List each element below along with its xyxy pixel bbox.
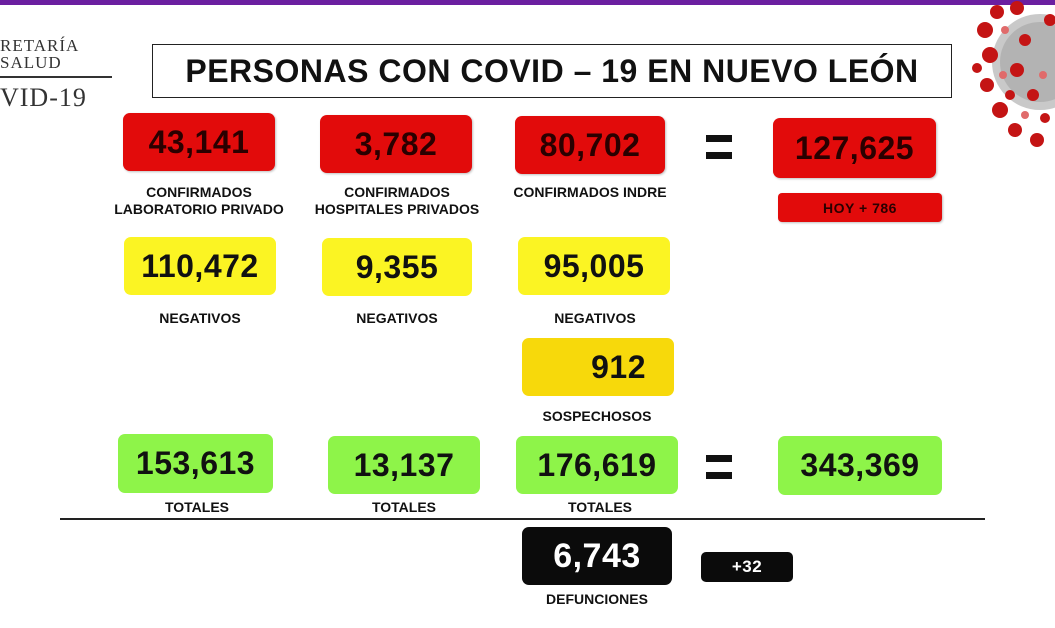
negatives-private-hospitals-value: 9,355 xyxy=(322,238,472,296)
confirmed-private-hospitals-label-line1: CONFIRMADOS xyxy=(344,184,450,200)
confirmed-today-badge: HOY + 786 xyxy=(778,193,942,222)
deaths-label: DEFUNCIONES xyxy=(546,591,648,607)
secretaria-salud-logo: RETARÍA SALUD VID-19 xyxy=(0,36,120,116)
totals-private-hospitals-value: 13,137 xyxy=(328,436,480,494)
grand-total-value: 343,369 xyxy=(778,436,942,495)
totals-indre-value: 176,619 xyxy=(516,436,678,494)
confirmed-private-hospitals-label: CONFIRMADOS HOSPITALES PRIVADOS xyxy=(297,184,497,218)
coronavirus-image xyxy=(955,0,1055,165)
negatives-private-hospitals-label: NEGATIVOS xyxy=(356,310,438,326)
totals-private-lab-label: TOTALES xyxy=(164,499,230,515)
equals-sign xyxy=(706,135,732,159)
page-title-box: PERSONAS CON COVID – 19 EN NUEVO LEÓN xyxy=(152,44,952,98)
confirmed-total-value: 127,625 xyxy=(773,118,936,178)
suspects-label: SOSPECHOSOS xyxy=(542,408,652,424)
deaths-today-badge: +32 xyxy=(701,552,793,582)
top-accent-bar xyxy=(0,0,1055,5)
confirmed-indre-label: CONFIRMADOS INDRE xyxy=(513,184,667,200)
logo-divider xyxy=(0,76,112,78)
negatives-indre-label: NEGATIVOS xyxy=(554,310,636,326)
negatives-indre-value: 95,005 xyxy=(518,237,670,295)
confirmed-private-lab-label: CONFIRMADOS LABORATORIO PRIVADO xyxy=(99,184,299,218)
confirmed-private-lab-label-line1: CONFIRMADOS xyxy=(146,184,252,200)
totals-private-lab-value: 153,613 xyxy=(118,434,273,493)
equals-sign xyxy=(706,455,732,479)
logo-line-covid: VID-19 xyxy=(0,83,87,112)
totals-indre-label: TOTALES xyxy=(567,499,633,515)
deaths-value: 6,743 xyxy=(522,527,672,585)
confirmed-private-hospitals-value: 3,782 xyxy=(320,115,472,173)
suspects-value: 912 xyxy=(522,338,674,396)
page-title: PERSONAS CON COVID – 19 EN NUEVO LEÓN xyxy=(185,52,919,89)
negatives-private-lab-value: 110,472 xyxy=(124,237,276,295)
confirmed-private-hospitals-label-line2: HOSPITALES PRIVADOS xyxy=(314,201,480,217)
logo-line-salud: SALUD xyxy=(0,53,62,72)
logo-line-secretaria: RETARÍA xyxy=(0,36,80,55)
totals-private-hospitals-label: TOTALES xyxy=(371,499,437,515)
confirmed-private-lab-value: 43,141 xyxy=(123,113,275,171)
negatives-private-lab-label: NEGATIVOS xyxy=(159,310,241,326)
section-divider xyxy=(60,518,985,520)
confirmed-private-lab-label-line2: LABORATORIO PRIVADO xyxy=(114,201,284,217)
confirmed-indre-value: 80,702 xyxy=(515,116,665,174)
